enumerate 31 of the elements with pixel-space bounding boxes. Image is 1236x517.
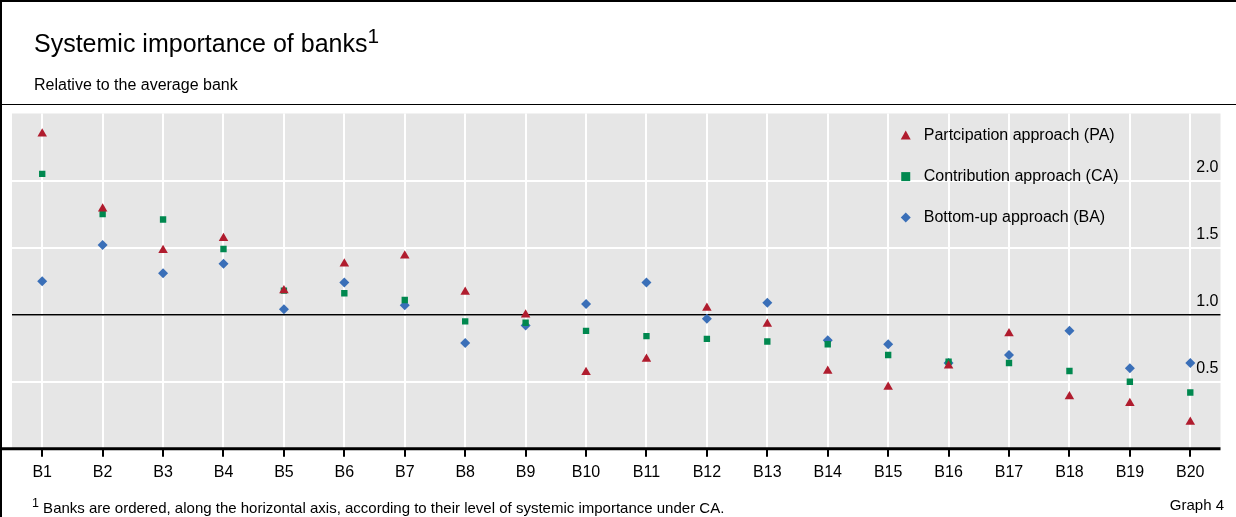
legend-label: Bottom-up approach (BA) bbox=[923, 208, 1106, 226]
x-tick-label: B1 bbox=[32, 462, 53, 480]
chart-title: Systemic importance of banks$^{1}$ bbox=[34, 24, 380, 59]
chart-subtitle: Relative to the average bank bbox=[34, 76, 238, 94]
x-tick-label: B14 bbox=[813, 462, 843, 480]
x-tick-label: B18 bbox=[1055, 462, 1084, 480]
x-tick-label: B20 bbox=[1176, 462, 1205, 480]
x-tick-label: B17 bbox=[994, 462, 1024, 480]
x-tick-label: B16 bbox=[934, 462, 963, 480]
x-tick-label: B4 bbox=[213, 462, 234, 480]
x-tick-label: B15 bbox=[873, 462, 903, 480]
legend-label: Contribution approach (CA) bbox=[923, 167, 1119, 185]
x-tick-label: B8 bbox=[455, 462, 476, 480]
x-tick-label: B6 bbox=[334, 462, 355, 480]
y-tick-label: 0.5 bbox=[1196, 359, 1219, 377]
x-tick-label: B12 bbox=[692, 462, 722, 480]
x-tick-label: B3 bbox=[153, 462, 173, 480]
x-tick-label: B7 bbox=[394, 462, 415, 480]
x-tick-label: B11 bbox=[632, 462, 661, 480]
x-tick-label: B5 bbox=[274, 462, 294, 480]
y-tick-label: 1.0 bbox=[1196, 292, 1219, 310]
y-tick-label: 2.0 bbox=[1196, 158, 1219, 176]
x-tick-label: B13 bbox=[753, 462, 782, 480]
legend-label: Partcipation approach (PA) bbox=[923, 126, 1115, 144]
x-tick-label: B10 bbox=[571, 462, 601, 480]
y-tick-label: 1.5 bbox=[1196, 225, 1219, 243]
text: $^{1}$ Banks are ordered, along the horizontal axis, according to their level of systemic importance under CA. bbox=[32, 496, 725, 516]
caption: Graph 4 bbox=[1169, 496, 1224, 513]
x-tick-label: B19 bbox=[1115, 462, 1145, 480]
x-tick-label: B9 bbox=[515, 462, 536, 480]
x-tick-label: B2 bbox=[92, 462, 113, 480]
